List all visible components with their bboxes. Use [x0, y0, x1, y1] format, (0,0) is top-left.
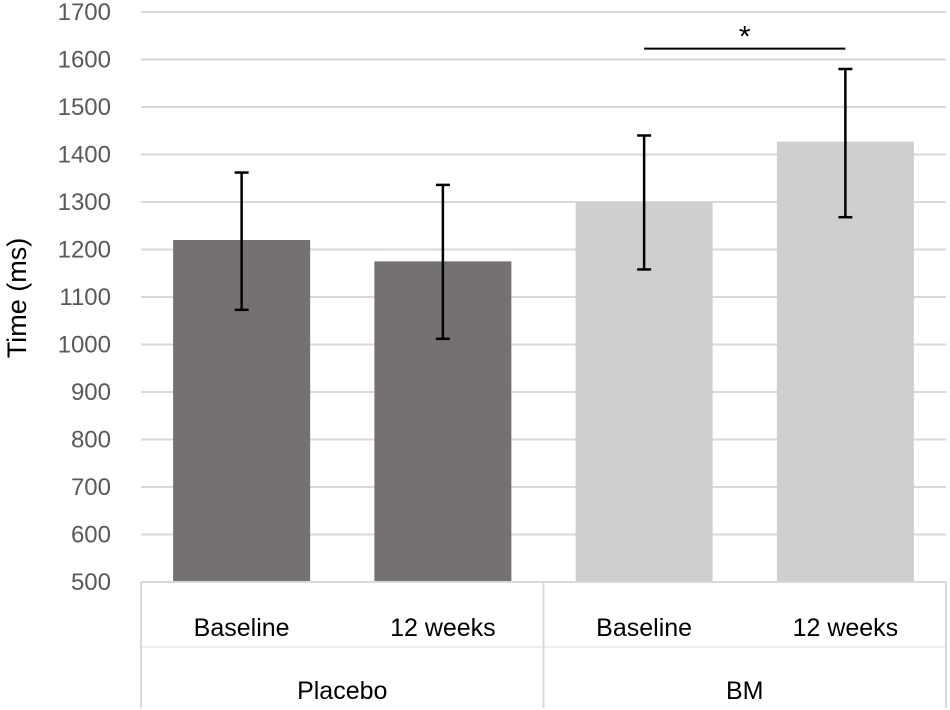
y-tick-label: 900 [71, 379, 111, 406]
category-axis: Baseline 12 weeks Placebo Baseline 12 weeks B… [140, 581, 947, 708]
y-tick-label: 1400 [58, 142, 111, 169]
y-tick-label: 1000 [58, 332, 111, 359]
y-tick-label: 1300 [58, 189, 111, 216]
y-tick-label: 800 [71, 427, 111, 454]
y-tick-label: 1600 [58, 47, 111, 74]
y-tick-label: 500 [71, 569, 111, 596]
y-tick-label: 1500 [58, 94, 111, 121]
y-tick-labels: 500 600 700 800 900 1000 1100 1200 1300 1400 1500 1… [58, 0, 111, 596]
group-label: Placebo [297, 677, 387, 705]
y-tick-label: 1700 [58, 0, 111, 26]
y-tick-label: 700 [71, 474, 111, 501]
category-tick-label: 12 weeks [390, 614, 496, 642]
significance-marker: * [739, 21, 751, 54]
category-tick-label: 12 weeks [793, 614, 899, 642]
y-tick-label: 600 [71, 522, 111, 549]
y-tick-label: 1200 [58, 237, 111, 264]
error-bars [234, 67, 853, 341]
significance-annotations: * [644, 21, 846, 54]
group-label: BM [726, 677, 764, 705]
category-tick-label: Baseline [596, 614, 692, 642]
y-tick-label: 1100 [59, 284, 111, 311]
bars [173, 141, 914, 583]
y-axis-title: Time (ms) [2, 238, 32, 358]
category-tick-label: Baseline [194, 614, 290, 642]
